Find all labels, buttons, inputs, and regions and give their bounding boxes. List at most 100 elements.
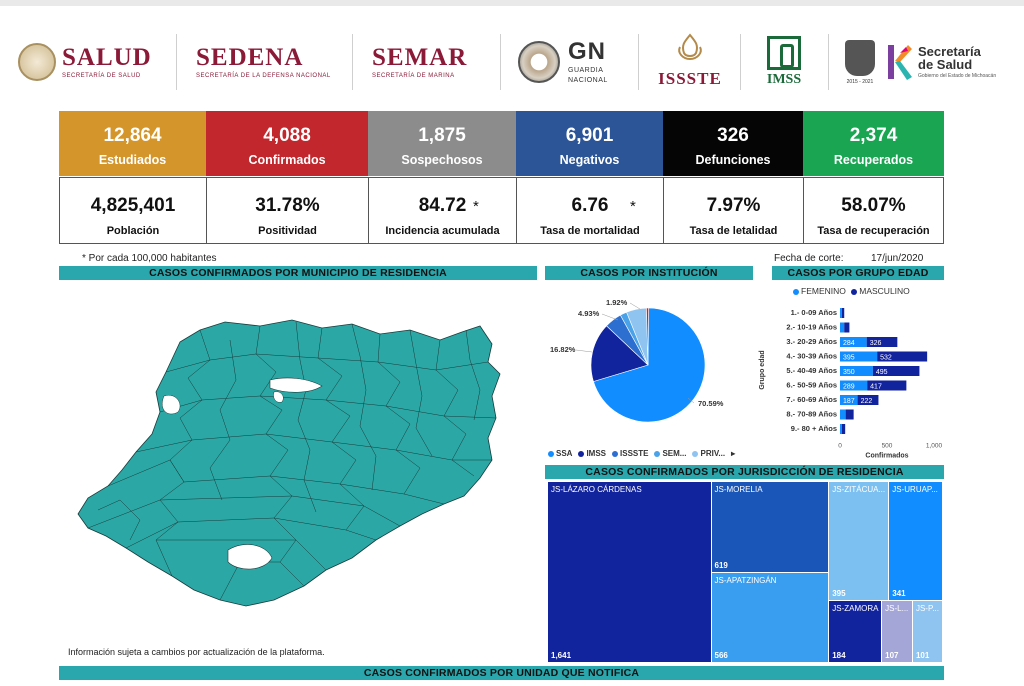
- jurisdiction-treemap[interactable]: JS-LÁZARO CÁRDENAS 1,641 JS-MORELIA 619 JS-A…: [548, 482, 943, 663]
- bar-masculino[interactable]: [872, 366, 920, 376]
- non-mapped-area-west: [162, 394, 181, 415]
- bar-masculino-label: 495: [876, 369, 888, 376]
- treemap-cell[interactable]: JS-ZAMORA 184: [829, 601, 883, 663]
- stat-value: 7.97%: [706, 195, 761, 216]
- kpi-confirmados: 4,088 Confirmados: [206, 111, 368, 176]
- bar-masculino-label: 222: [861, 398, 873, 405]
- bar-femenino[interactable]: [840, 308, 842, 318]
- bar-masculino-label: 326: [870, 340, 882, 347]
- treemap-cell-name: JS-URUAP...: [892, 485, 938, 494]
- treemap-cell[interactable]: JS-MORELIA 619: [711, 482, 830, 574]
- bar-masculino-label: 417: [870, 384, 882, 391]
- treemap-cell[interactable]: JS-APATZINGÁN 566: [711, 573, 830, 663]
- x-axis-title: Confirmados: [865, 453, 908, 460]
- stat-incidencia: 84.72 * Incidencia acumulada: [368, 177, 517, 244]
- municipio-map[interactable]: [60, 300, 530, 630]
- pie-slice-ssa[interactable]: [593, 307, 706, 423]
- treemap-cell-value: 1,641: [551, 651, 572, 660]
- bar-masculino[interactable]: [866, 337, 898, 347]
- logo-sedena-name: SEDENA: [196, 44, 304, 71]
- legend-item-masculino[interactable]: MASCULINO: [848, 286, 910, 296]
- legend-item-imss[interactable]: IMSS: [578, 449, 606, 458]
- pie-data-label: 16.82%: [550, 345, 576, 354]
- bar-masculino[interactable]: [845, 409, 854, 420]
- bar-femenino[interactable]: [840, 380, 868, 391]
- logo-semar-sub: SECRETARÍA DE MARINA: [372, 73, 455, 79]
- logo-imss: IMSS: [752, 30, 816, 94]
- age-category-label: 6.- 50-59 Años: [786, 381, 837, 390]
- bar-masculino[interactable]: [841, 424, 846, 434]
- bar-femenino[interactable]: [840, 424, 842, 434]
- legend-item-sem[interactable]: SEM...: [654, 449, 686, 458]
- treemap-cell[interactable]: JS-ZITÁCUA... 395: [829, 482, 890, 602]
- bar-masculino[interactable]: [867, 380, 907, 391]
- institution-logos-bar: SALUD SECRETARÍA DE SALUD SEDENA SECRETA…: [10, 22, 1014, 102]
- treemap-cell-name: JS-LÁZARO CÁRDENAS: [551, 485, 642, 494]
- logo-michoacan-years: 2015 - 2021: [846, 78, 874, 85]
- treemap-cell-name: JS-ZAMORA: [832, 604, 879, 614]
- bar-masculino[interactable]: [841, 308, 845, 318]
- bar-femenino[interactable]: [840, 322, 845, 333]
- logo-salud-sub: SECRETARÍA DE SALUD: [62, 73, 141, 79]
- bar-femenino[interactable]: [840, 409, 846, 420]
- bar-femenino-label: 284: [843, 340, 855, 347]
- legend-item-femenino[interactable]: FEMENINO: [793, 286, 846, 296]
- bar-masculino[interactable]: [877, 351, 928, 362]
- section-institucion-header: CASOS POR INSTITUCIÓN: [545, 266, 753, 280]
- treemap-cell-value: 101: [915, 650, 930, 660]
- age-group-bar-chart[interactable]: Grupo edad 1.- 0-09 Años 2.- 10-19 Años 3.-…: [752, 300, 944, 462]
- pie-leader-line: [575, 349, 593, 353]
- bar-masculino[interactable]: [844, 322, 850, 333]
- kpi-recuperados: 2,374 Recuperados: [803, 111, 944, 176]
- legend-item-issste[interactable]: ISSSTE: [612, 449, 648, 458]
- mexico-seal-icon: [18, 43, 56, 81]
- bar-femenino[interactable]: [840, 337, 867, 347]
- non-mapped-area-south: [227, 544, 273, 570]
- treemap-cell-value: 619: [714, 561, 728, 571]
- logo-semar-name: SEMAR: [372, 44, 468, 71]
- logo-michoacan-shield: 2015 - 2021: [840, 30, 880, 94]
- legend-item-ssa[interactable]: SSA: [548, 449, 572, 458]
- age-category-label: 5.- 40-49 Años: [786, 366, 837, 375]
- kpi-value: 2,374: [849, 125, 898, 146]
- age-category-label: 7.- 60-69 Años: [786, 395, 837, 404]
- legend-dot-icon: [578, 450, 585, 457]
- treemap-cell[interactable]: JS-URUAP... 341: [889, 482, 943, 602]
- municipio-borders: [87, 321, 497, 601]
- michoacan-shield-icon: [845, 39, 875, 76]
- institution-pie-chart[interactable]: 70.59% 16.82% 4.93% 1.92%: [548, 290, 758, 440]
- logo-semar: SEMAR SECRETARÍA DE MARINA: [372, 30, 467, 94]
- bar-femenino-label: 289: [843, 384, 855, 391]
- kpi-sospechosos: 1,875 Sospechosos: [368, 111, 516, 176]
- treemap-cell-name: JS-APATZINGÁN: [714, 576, 777, 586]
- lake-cuitzeo: [269, 377, 323, 393]
- stat-label: Población: [106, 225, 160, 237]
- pie-slice-other[interactable]: [646, 307, 649, 366]
- kpi-label: Confirmados: [248, 153, 326, 167]
- logo-sec-name1: Secretaría: [918, 44, 981, 59]
- pie-slice-imss[interactable]: [590, 325, 649, 382]
- y-axis-title: Grupo edad: [759, 350, 766, 389]
- legend-dot-icon: [793, 288, 799, 295]
- legend-more-arrow-icon[interactable]: ▸: [731, 449, 736, 458]
- treemap-cell-value: 341: [892, 589, 906, 599]
- section-unidad-header: CASOS CONFIRMADOS POR UNIDAD QUE NOTIFIC…: [59, 666, 944, 680]
- treemap-cell[interactable]: JS-LÁZARO CÁRDENAS 1,641: [548, 482, 712, 663]
- age-category-label: 2.- 10-19 Años: [786, 323, 837, 332]
- bar-femenino[interactable]: [840, 366, 873, 376]
- stat-poblacion: 4,825,401 Población: [59, 177, 207, 244]
- legend-item-priv[interactable]: PRIV...: [692, 449, 725, 458]
- treemap-cell[interactable]: JS-L... 107: [882, 601, 913, 663]
- legend-dot-icon: [851, 288, 858, 295]
- bar-femenino-label: 187: [843, 398, 855, 405]
- bar-femenino[interactable]: [840, 351, 878, 362]
- imss-emblem-icon: [766, 36, 801, 70]
- cutoff-date: 17/jun/2020: [871, 253, 924, 264]
- stat-mortalidad: 6.76 * Tasa de mortalidad: [516, 177, 664, 244]
- bar-femenino[interactable]: [840, 395, 858, 405]
- x-tick-label: 0: [838, 443, 842, 450]
- treemap-cell[interactable]: JS-P... 101: [912, 601, 943, 663]
- stat-label: Tasa de mortalidad: [540, 225, 640, 237]
- stat-value: 6.76: [571, 195, 609, 216]
- bar-masculino[interactable]: [857, 395, 879, 405]
